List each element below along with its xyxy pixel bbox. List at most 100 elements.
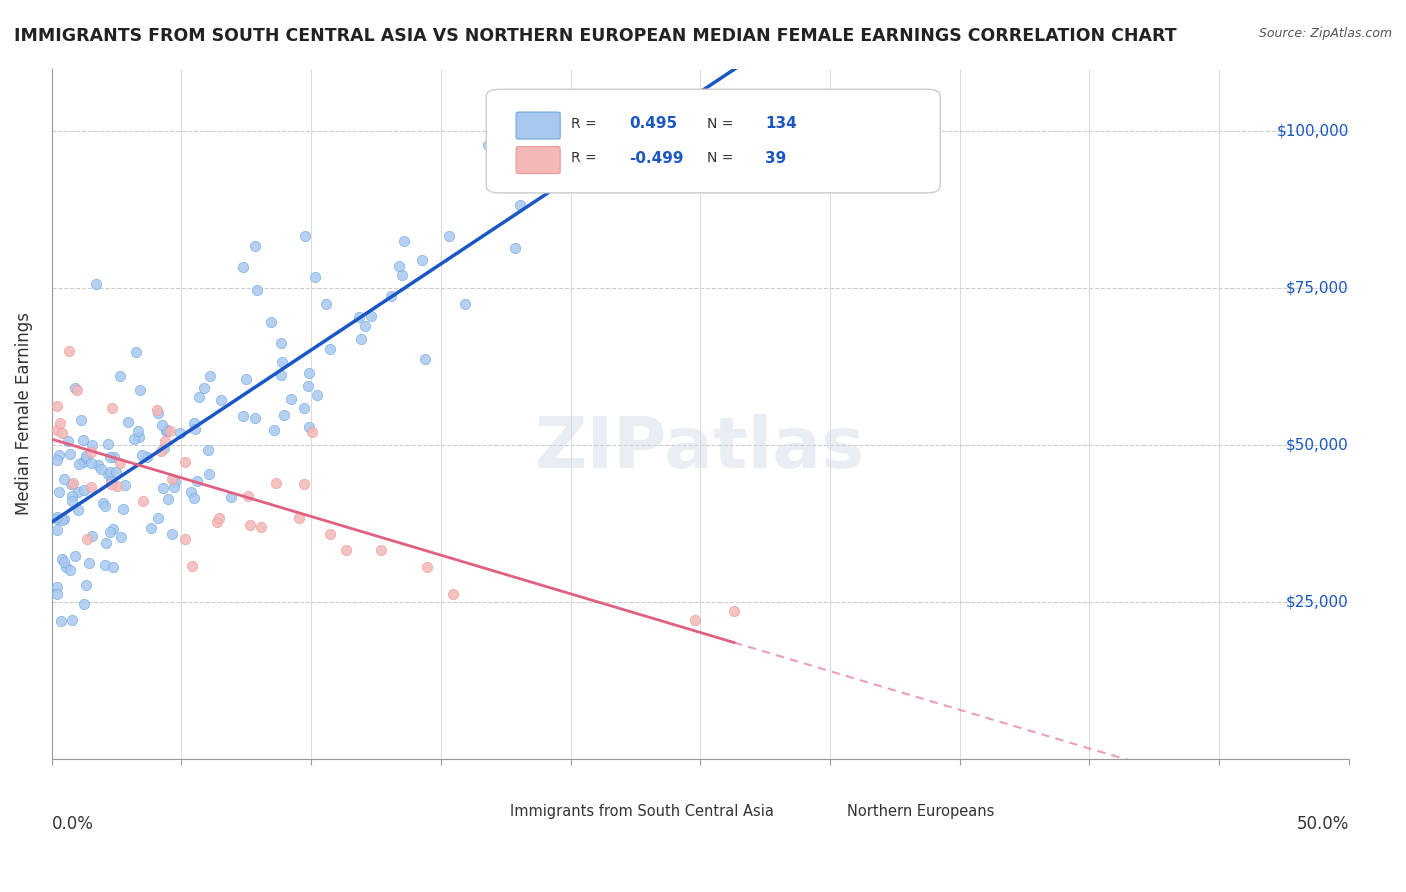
Point	[86, 277, 108, 291]
Point	[108, 456, 131, 470]
Point	[56, 434, 79, 448]
Point	[219, 490, 242, 504]
Point	[101, 522, 124, 536]
Text: 0.495: 0.495	[628, 116, 678, 131]
Point	[208, 510, 231, 524]
Point	[100, 450, 122, 465]
Point	[264, 476, 287, 491]
Point	[292, 476, 315, 491]
Text: R =: R =	[571, 152, 596, 165]
Point	[297, 379, 319, 393]
Point	[350, 332, 373, 346]
Point	[45, 453, 67, 467]
Point	[298, 420, 321, 434]
Text: N =: N =	[707, 117, 733, 131]
Point	[49, 615, 72, 629]
Point	[305, 388, 328, 402]
Point	[67, 503, 90, 517]
Point	[63, 381, 86, 395]
Point	[67, 457, 90, 471]
Point	[388, 259, 411, 273]
Point	[318, 527, 340, 541]
Text: 134: 134	[765, 116, 797, 131]
Point	[110, 530, 132, 544]
Point	[100, 475, 122, 489]
Point	[183, 417, 205, 431]
Point	[114, 478, 136, 492]
Point	[162, 527, 184, 541]
Text: N =: N =	[707, 152, 733, 165]
Point	[80, 456, 103, 470]
Point	[263, 423, 285, 437]
Text: 0.0%: 0.0%	[52, 814, 94, 833]
Point	[683, 613, 706, 627]
Point	[45, 399, 67, 413]
Point	[45, 587, 67, 601]
Point	[509, 197, 531, 211]
Point	[173, 532, 195, 546]
Point	[55, 559, 77, 574]
Point	[193, 381, 215, 395]
Point	[80, 529, 103, 543]
Point	[59, 477, 82, 491]
Point	[127, 424, 149, 438]
Point	[94, 558, 117, 573]
Point	[122, 433, 145, 447]
Point	[391, 268, 413, 283]
Point	[152, 481, 174, 495]
Point	[232, 409, 254, 424]
Point	[477, 138, 499, 153]
Text: -0.499: -0.499	[628, 151, 683, 166]
Point	[125, 345, 148, 359]
Point	[49, 417, 72, 431]
Point	[48, 485, 70, 500]
Point	[135, 450, 157, 465]
Point	[236, 489, 259, 503]
Point	[723, 604, 745, 618]
Point	[72, 454, 94, 468]
Point	[91, 496, 114, 510]
Point	[75, 451, 97, 466]
Point	[146, 406, 169, 420]
Point	[48, 448, 70, 462]
Point	[117, 415, 139, 429]
Point	[380, 289, 402, 303]
Point	[565, 140, 588, 154]
Point	[72, 434, 94, 448]
Point	[239, 517, 262, 532]
Point	[59, 563, 82, 577]
Point	[288, 510, 311, 524]
Point	[80, 445, 103, 459]
Point	[51, 426, 73, 441]
Point	[90, 462, 112, 476]
Point	[155, 425, 177, 439]
Point	[72, 483, 94, 497]
Point	[98, 465, 121, 479]
Point	[153, 434, 176, 449]
Point	[103, 450, 125, 465]
Point	[245, 411, 267, 425]
Point	[294, 229, 316, 244]
Point	[77, 556, 100, 570]
Point	[87, 458, 110, 472]
Point	[292, 401, 315, 415]
Point	[101, 559, 124, 574]
Point	[46, 423, 69, 437]
Point	[60, 493, 83, 508]
Point	[98, 525, 121, 540]
Point	[150, 417, 173, 432]
Point	[181, 559, 204, 574]
Point	[273, 408, 295, 422]
Point	[315, 297, 337, 311]
Point	[146, 403, 169, 417]
Point	[353, 319, 375, 334]
Point	[60, 489, 83, 503]
Point	[197, 443, 219, 458]
Point	[360, 310, 382, 324]
Point	[100, 477, 122, 491]
Point	[76, 533, 98, 547]
Text: Immigrants from South Central Asia: Immigrants from South Central Asia	[509, 804, 773, 819]
Point	[146, 511, 169, 525]
Point	[45, 509, 67, 524]
Point	[162, 480, 184, 494]
